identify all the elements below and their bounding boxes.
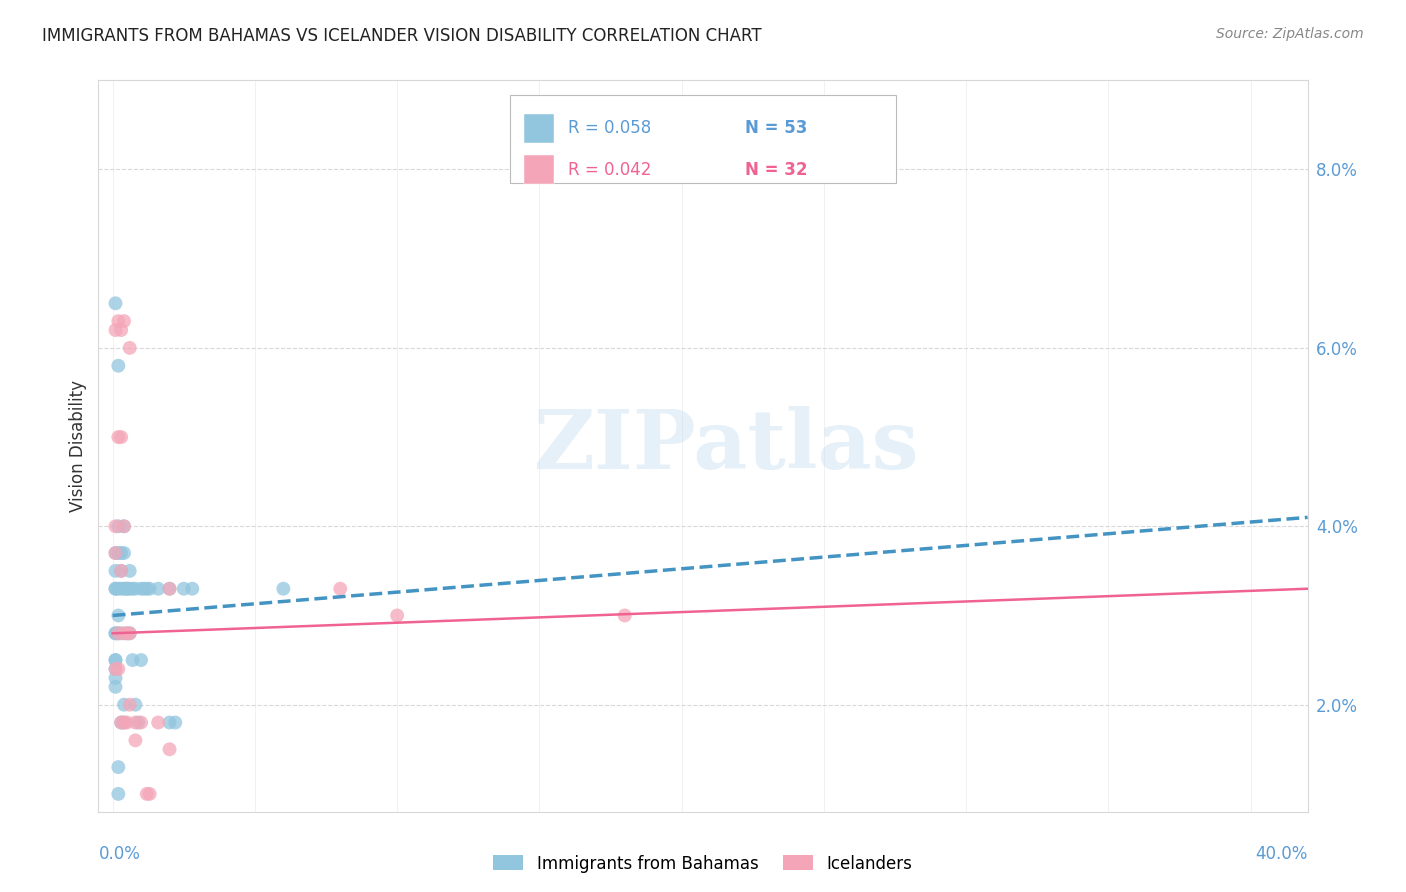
Point: [138, 582, 160, 596]
FancyBboxPatch shape: [509, 95, 897, 183]
Point: [181, 582, 204, 596]
Point: [104, 546, 127, 560]
Point: [124, 715, 146, 730]
Point: [104, 582, 127, 596]
Point: [159, 582, 181, 596]
Text: IMMIGRANTS FROM BAHAMAS VS ICELANDER VISION DISABILITY CORRELATION CHART: IMMIGRANTS FROM BAHAMAS VS ICELANDER VIS…: [42, 27, 762, 45]
Text: Source: ZipAtlas.com: Source: ZipAtlas.com: [1216, 27, 1364, 41]
Point: [112, 546, 135, 560]
Legend: Immigrants from Bahamas, Icelanders: Immigrants from Bahamas, Icelanders: [486, 848, 920, 880]
Point: [110, 546, 132, 560]
FancyBboxPatch shape: [524, 113, 554, 143]
Point: [112, 715, 135, 730]
Point: [124, 582, 146, 596]
Point: [165, 715, 187, 730]
Point: [107, 662, 129, 676]
Point: [129, 653, 152, 667]
Point: [127, 715, 149, 730]
Point: [115, 626, 138, 640]
Text: R = 0.058: R = 0.058: [568, 120, 651, 137]
Point: [112, 715, 135, 730]
Point: [107, 626, 129, 640]
Text: N = 53: N = 53: [745, 120, 807, 137]
Point: [173, 582, 195, 596]
Point: [112, 626, 135, 640]
Point: [107, 787, 129, 801]
Point: [115, 582, 138, 596]
Point: [112, 698, 135, 712]
Text: 40.0%: 40.0%: [1256, 845, 1308, 863]
Point: [104, 653, 127, 667]
Point: [112, 519, 135, 533]
Point: [107, 359, 129, 373]
Point: [110, 715, 132, 730]
Point: [132, 582, 155, 596]
Point: [104, 671, 127, 685]
Point: [110, 582, 132, 596]
Point: [118, 582, 141, 596]
Point: [124, 698, 146, 712]
Point: [129, 715, 152, 730]
Y-axis label: Vision Disability: Vision Disability: [69, 380, 87, 512]
Point: [121, 582, 143, 596]
Point: [104, 546, 127, 560]
Point: [159, 582, 181, 596]
Point: [110, 430, 132, 444]
Point: [110, 564, 132, 578]
Point: [104, 626, 127, 640]
Point: [115, 626, 138, 640]
Point: [112, 519, 135, 533]
Point: [112, 314, 135, 328]
Point: [129, 582, 152, 596]
Point: [613, 608, 636, 623]
Point: [146, 582, 169, 596]
Point: [110, 715, 132, 730]
FancyBboxPatch shape: [524, 155, 554, 184]
Point: [110, 564, 132, 578]
Point: [104, 296, 127, 310]
Point: [107, 546, 129, 560]
Point: [104, 662, 127, 676]
Point: [110, 323, 132, 337]
Point: [104, 582, 127, 596]
Point: [159, 715, 181, 730]
Point: [135, 582, 157, 596]
Point: [135, 787, 157, 801]
Point: [104, 564, 127, 578]
Point: [104, 662, 127, 676]
Point: [124, 733, 146, 747]
Point: [110, 626, 132, 640]
Point: [104, 653, 127, 667]
Point: [118, 626, 141, 640]
Point: [118, 626, 141, 640]
Point: [104, 323, 127, 337]
Point: [118, 341, 141, 355]
Point: [107, 314, 129, 328]
Point: [107, 626, 129, 640]
Point: [104, 626, 127, 640]
Point: [138, 787, 160, 801]
Text: ZIPatlas: ZIPatlas: [534, 406, 920, 486]
Point: [107, 430, 129, 444]
Text: N = 32: N = 32: [745, 161, 808, 178]
Point: [107, 760, 129, 774]
Text: R = 0.042: R = 0.042: [568, 161, 651, 178]
Point: [159, 742, 181, 756]
Point: [107, 582, 129, 596]
Point: [104, 519, 127, 533]
Point: [273, 582, 295, 596]
Point: [385, 608, 408, 623]
Point: [146, 715, 169, 730]
Point: [115, 715, 138, 730]
Text: 0.0%: 0.0%: [98, 845, 141, 863]
Point: [118, 698, 141, 712]
Point: [112, 582, 135, 596]
Point: [118, 564, 141, 578]
Point: [121, 653, 143, 667]
Point: [104, 680, 127, 694]
Point: [115, 582, 138, 596]
Point: [107, 608, 129, 623]
Point: [107, 519, 129, 533]
Point: [329, 582, 352, 596]
